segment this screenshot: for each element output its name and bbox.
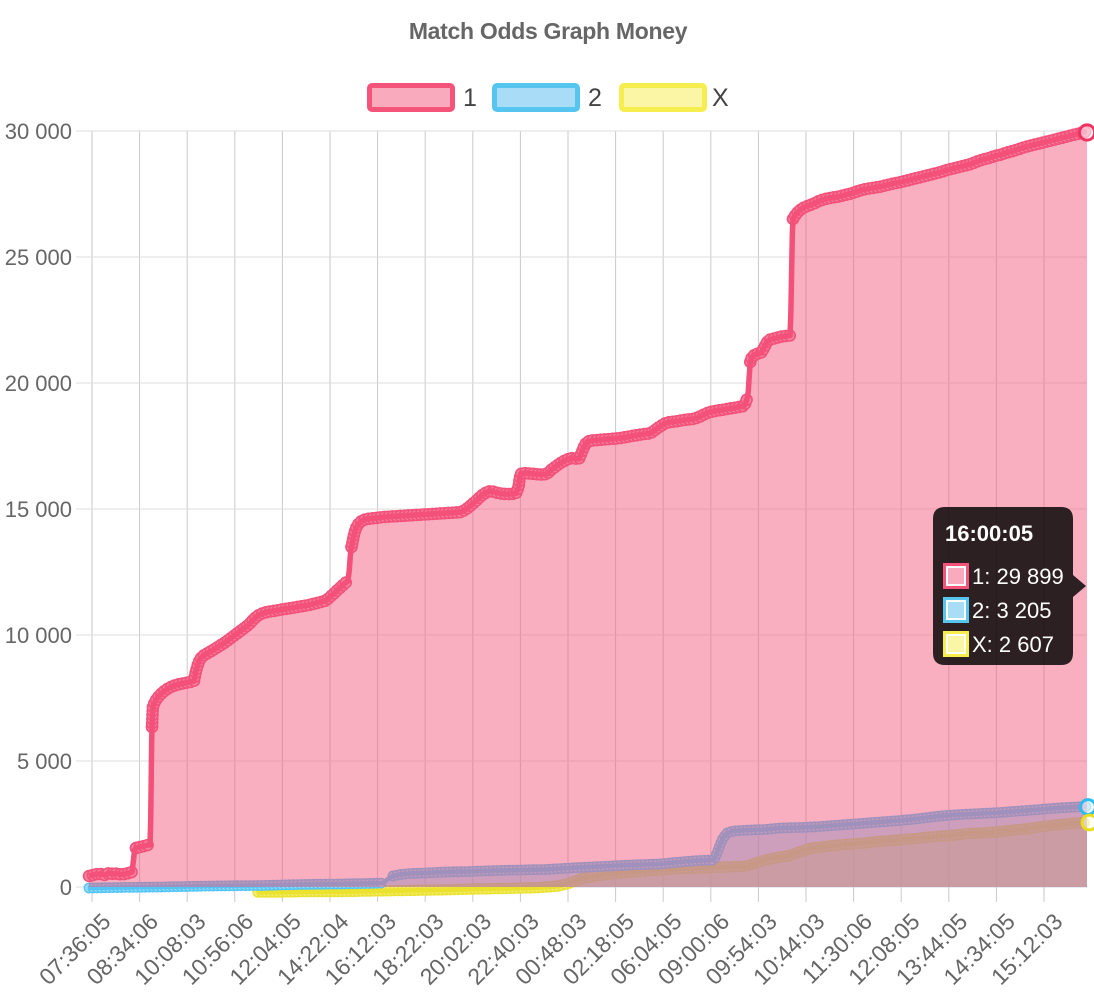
svg-text:1: 29 899: 1: 29 899 (972, 564, 1064, 589)
svg-text:25 000: 25 000 (5, 245, 72, 270)
svg-text:10 000: 10 000 (5, 623, 72, 648)
svg-text:16:00:05: 16:00:05 (945, 521, 1033, 546)
svg-text:2: 3 205: 2: 3 205 (972, 598, 1052, 623)
svg-text:20 000: 20 000 (5, 371, 72, 396)
svg-text:2: 2 (588, 84, 602, 112)
svg-text:1: 1 (463, 84, 477, 112)
svg-text:Match Odds Graph Money: Match Odds Graph Money (409, 18, 688, 44)
svg-text:0: 0 (60, 875, 72, 900)
svg-text:X: 2 607: X: 2 607 (972, 632, 1054, 657)
svg-text:30 000: 30 000 (5, 119, 72, 144)
svg-text:5 000: 5 000 (17, 749, 72, 774)
svg-text:15 000: 15 000 (5, 497, 72, 522)
svg-text:X: X (712, 84, 729, 112)
